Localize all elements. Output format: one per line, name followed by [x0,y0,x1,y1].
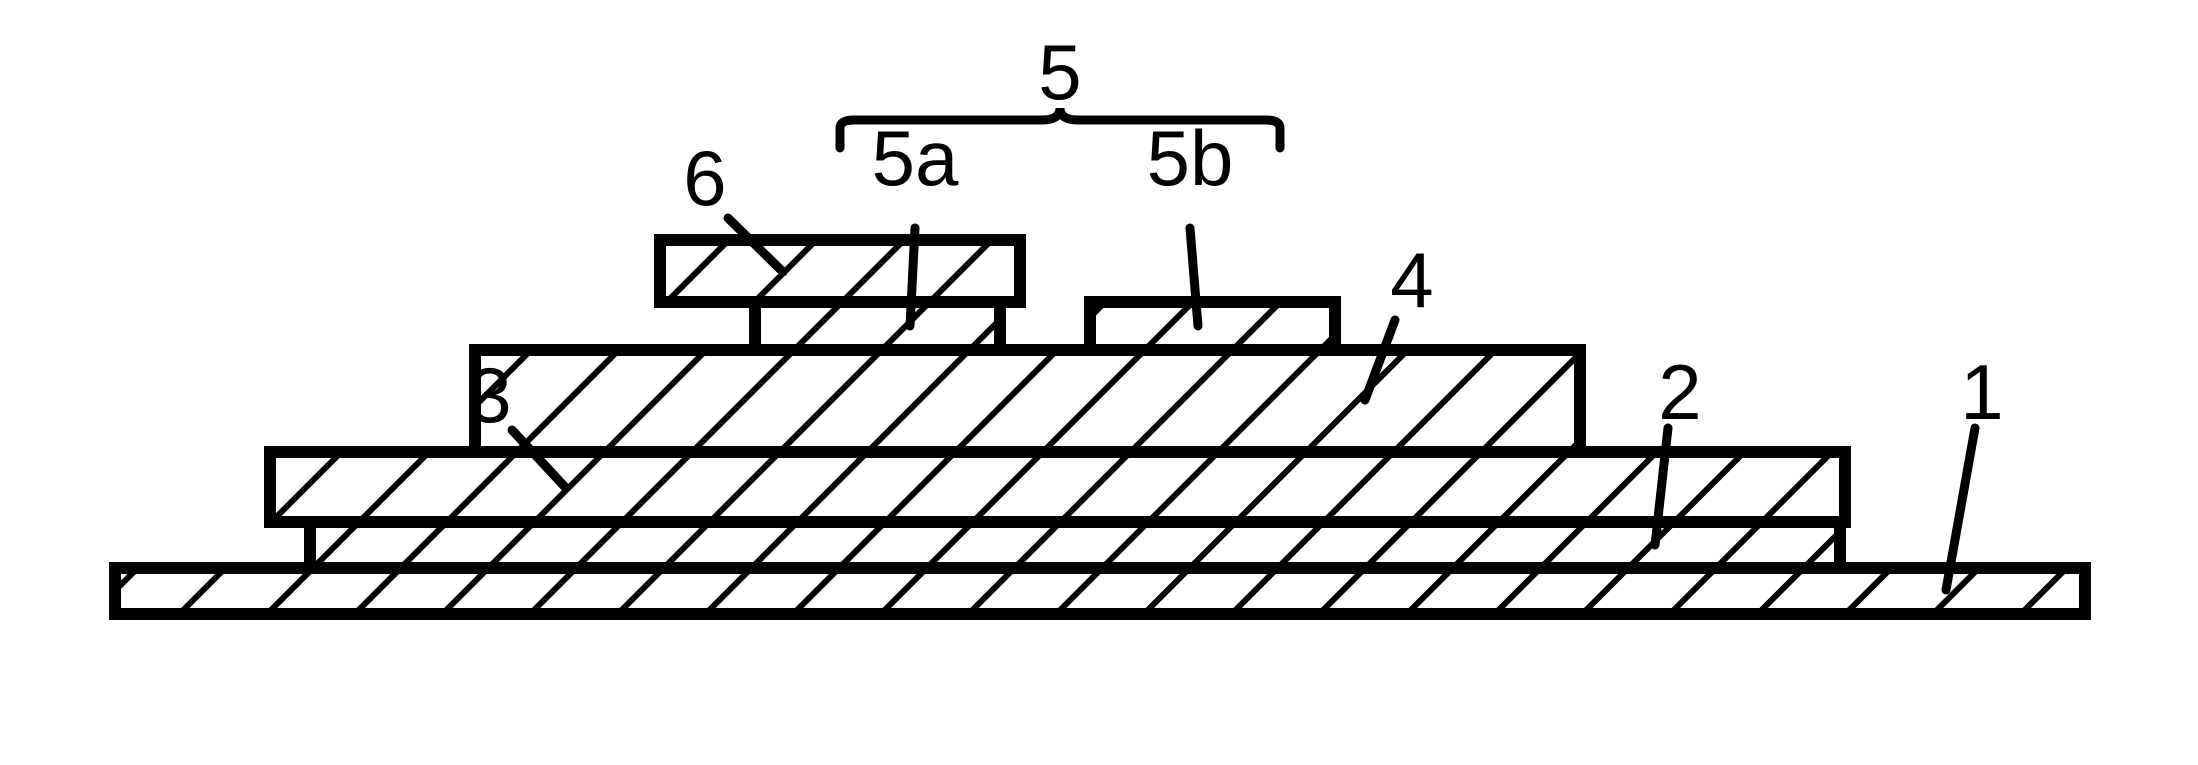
callout-label-5: 5 [1038,33,1081,111]
layer-4 [0,0,2198,765]
callout-label-3: 3 [468,356,511,434]
callout-label-4: 4 [1390,241,1433,319]
callout-label-5a: 5a [872,119,959,197]
callout-label-2: 2 [1658,353,1701,431]
callout-label-1: 1 [1960,353,2003,431]
callout-label-6: 6 [683,139,726,217]
cross-section-diagram [0,0,2198,765]
callout-label-5b: 5b [1147,119,1234,197]
leader-line [910,228,915,326]
